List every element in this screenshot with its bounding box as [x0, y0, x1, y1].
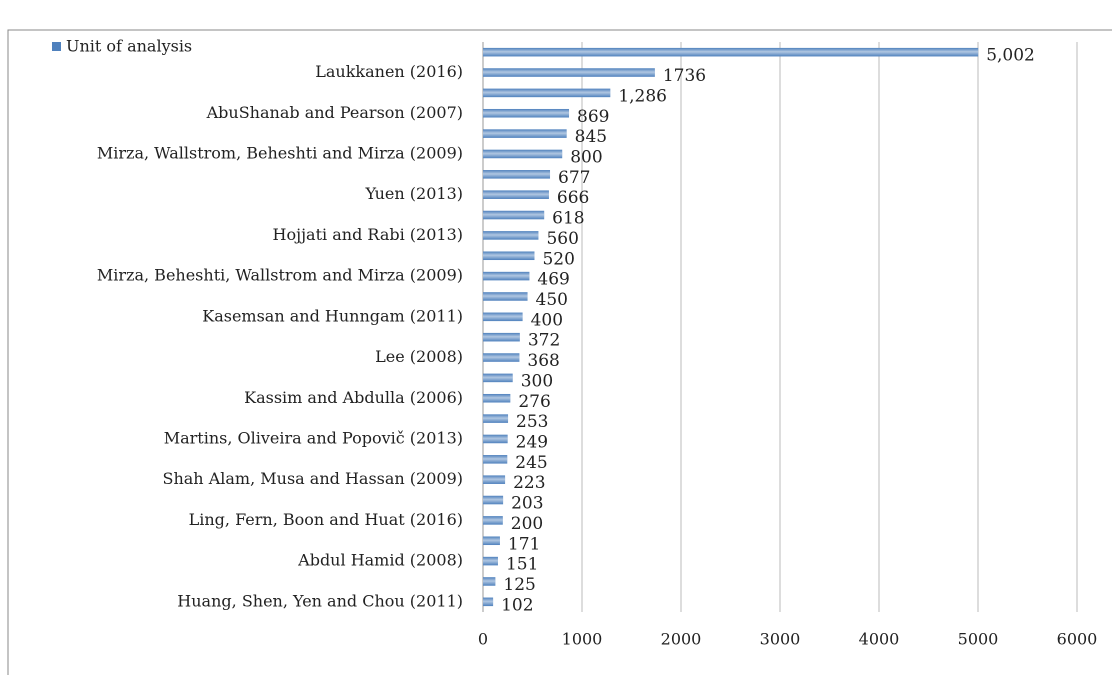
value-label: 368 [527, 351, 559, 371]
y-tick-label: Kasemsan and Hunngam (2011) [202, 306, 463, 325]
x-tick-label: 1000 [562, 630, 603, 649]
value-label: 300 [521, 371, 553, 391]
y-tick-label: Abdul Hamid (2008) [297, 551, 463, 570]
value-label: 125 [503, 575, 535, 595]
value-label: 203 [511, 494, 543, 514]
value-label: 372 [528, 331, 560, 351]
value-label: 253 [516, 412, 548, 432]
bar-shine [483, 88, 611, 98]
value-label: 200 [511, 514, 543, 534]
bar-shine [483, 536, 500, 546]
bar-shine [483, 108, 570, 118]
x-tick-label: 0 [478, 630, 488, 649]
y-tick-label: Mirza, Wallstrom, Beheshti and Mirza (20… [97, 143, 463, 162]
value-label: 560 [546, 229, 578, 249]
legend-label: Unit of analysis [66, 37, 192, 56]
value-label: 171 [508, 534, 540, 554]
bar-shine [483, 597, 494, 607]
value-label: 1736 [663, 66, 706, 86]
bar-shine [483, 353, 520, 362]
legend-swatch [52, 42, 61, 51]
bar-shine [483, 577, 496, 586]
value-label: 276 [518, 392, 550, 412]
y-tick-label: Hojjati and Rabi (2013) [273, 225, 463, 244]
bar-shine [483, 475, 506, 484]
value-label: 400 [531, 310, 563, 330]
x-tick-label: 3000 [760, 630, 801, 649]
value-label: 520 [542, 249, 574, 269]
x-tick-label: 2000 [661, 630, 702, 649]
x-tick-label: 5000 [958, 630, 999, 649]
bar-shine [483, 68, 655, 77]
value-label: 618 [552, 209, 584, 229]
value-label: 5,002 [986, 46, 1035, 66]
value-label: 677 [558, 168, 590, 188]
bar-shine [483, 455, 508, 464]
y-tick-label: Kassim and Abdulla (2006) [244, 388, 463, 407]
chart-frame [7, 29, 1112, 675]
value-label: 1,286 [618, 86, 667, 106]
value-label: 245 [515, 453, 547, 473]
x-tick-label: 6000 [1057, 630, 1098, 649]
x-tick-label: 4000 [859, 630, 900, 649]
bar-shine [483, 170, 551, 179]
y-tick-label: Martins, Oliveira and Popovič (2013) [164, 428, 463, 447]
bar-shine [483, 434, 508, 444]
y-tick-label: Huang, Shen, Yen and Chou (2011) [177, 591, 463, 610]
bar-shine [483, 251, 535, 261]
value-label: 102 [501, 595, 533, 615]
bar-shine [483, 231, 539, 240]
y-tick-label: AbuShanab and Pearson (2007) [206, 103, 463, 122]
bar-shine [483, 373, 513, 383]
value-label: 450 [536, 290, 568, 310]
value-label: 223 [513, 473, 545, 493]
y-tick-label: Yuen (2013) [364, 184, 463, 203]
bar-shine [483, 414, 509, 423]
y-tick-label: Laukkanen (2016) [315, 62, 463, 81]
value-label: 845 [575, 127, 607, 147]
value-label: 249 [516, 432, 548, 452]
bar-shine [483, 129, 567, 138]
bar-shine [483, 210, 545, 220]
bar-shine [483, 292, 528, 301]
value-label: 666 [557, 188, 589, 208]
bar-shine [483, 47, 979, 57]
value-label: 800 [570, 147, 602, 167]
bar-shine [483, 332, 520, 342]
bar-shine [483, 516, 503, 525]
y-tick-label: Ling, Fern, Boon and Huat (2016) [189, 510, 463, 529]
y-tick-label: Mirza, Beheshti, Wallstrom and Mirza (20… [97, 266, 463, 285]
bar-shine [483, 271, 530, 281]
bar-shine [483, 190, 549, 199]
bar-shine [483, 312, 523, 322]
value-label: 869 [577, 107, 609, 127]
y-tick-label: Lee (2008) [375, 347, 463, 366]
bar-shine [483, 556, 498, 566]
value-label: 151 [506, 555, 538, 575]
bar-shine [483, 393, 511, 403]
value-label: 469 [537, 270, 569, 290]
y-tick-label: Shah Alam, Musa and Hassan (2009) [163, 469, 464, 488]
bar-shine [483, 149, 563, 159]
bar-shine [483, 495, 504, 505]
